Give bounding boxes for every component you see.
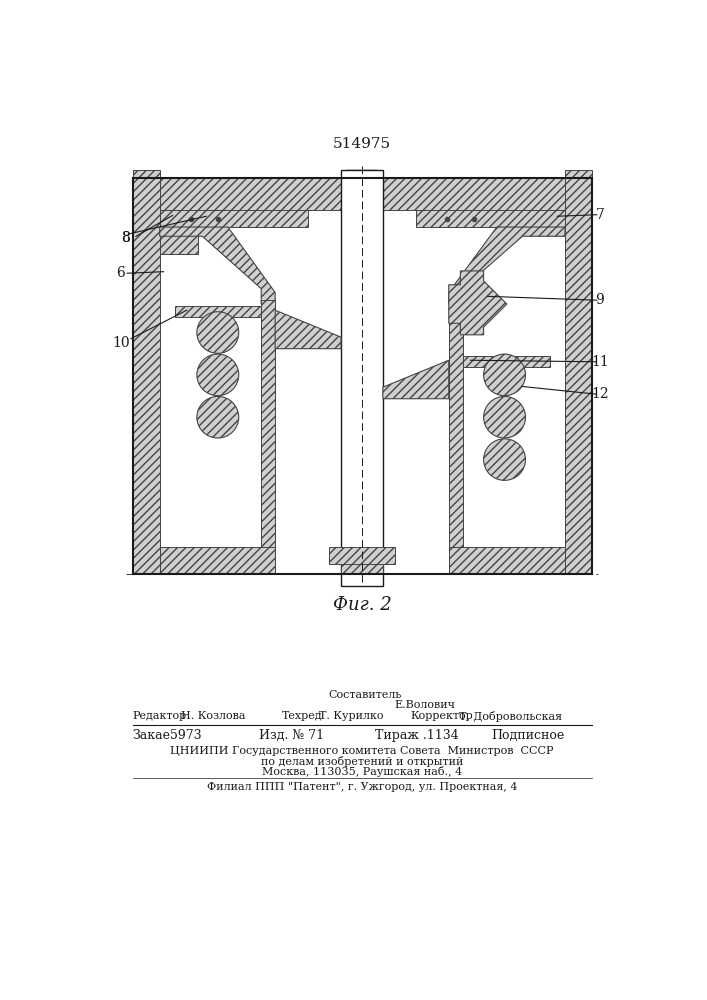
Bar [565,170,592,574]
Text: Москва, 113035, Раушская наб., 4: Москва, 113035, Раушская наб., 4 [262,766,462,777]
Bar [449,547,565,574]
Circle shape [484,439,525,480]
Text: 8: 8 [121,231,130,245]
Bar [329,547,395,564]
Text: 12: 12 [591,387,609,401]
Polygon shape [449,227,565,304]
Text: 9: 9 [595,293,604,307]
Bar [175,306,261,317]
Text: ЦНИИПИ Государственного комитета Совета  Министров  СССР: ЦНИИПИ Государственного комитета Совета … [170,746,554,756]
Circle shape [197,396,239,438]
Bar [462,356,549,367]
Circle shape [484,354,525,396]
Text: 10: 10 [112,336,130,350]
Text: Н. Козлова: Н. Козлова [182,711,246,721]
Bar [160,178,362,210]
Text: 8: 8 [121,231,130,245]
Polygon shape [383,360,449,399]
Text: Фиг. 2: Фиг. 2 [332,596,392,614]
Text: Т. Добровольская: Т. Добровольская [459,711,562,722]
Bar [341,564,383,574]
Circle shape [197,312,239,353]
Polygon shape [275,310,341,349]
Text: Корректор: Корректор [410,711,473,721]
Text: Техред: Техред [282,711,323,721]
Text: 7: 7 [595,208,604,222]
Bar [160,547,275,574]
Text: Филиал ППП "Патент", г. Ужгород, ул. Проектная, 4: Филиал ППП "Патент", г. Ужгород, ул. Про… [206,782,518,792]
Bar [346,170,378,214]
Text: 11: 11 [591,355,609,369]
Text: Е.Волович: Е.Волович [395,700,455,710]
Text: по делам изобретений и открытий: по делам изобретений и открытий [261,756,463,767]
Bar [132,170,160,574]
Polygon shape [160,227,275,304]
Text: Тираж .1134: Тираж .1134 [375,729,459,742]
Bar [449,300,462,547]
Circle shape [197,354,239,396]
Text: Закае5973: Закае5973 [132,729,202,742]
Bar [362,178,565,210]
Bar [160,227,199,254]
Polygon shape [449,271,507,335]
Text: Изд. № 71: Изд. № 71 [259,729,324,742]
Circle shape [484,396,525,438]
Text: Подписное: Подписное [491,729,565,742]
Bar [261,300,275,547]
Text: Составитель: Составитель [329,690,402,700]
Text: Т. Курилко: Т. Курилко [320,711,384,721]
Text: Редактор: Редактор [132,711,187,721]
Bar [341,170,383,586]
Bar [160,210,308,227]
Text: 514975: 514975 [333,137,391,151]
Text: 6: 6 [117,266,125,280]
Bar [416,210,565,227]
